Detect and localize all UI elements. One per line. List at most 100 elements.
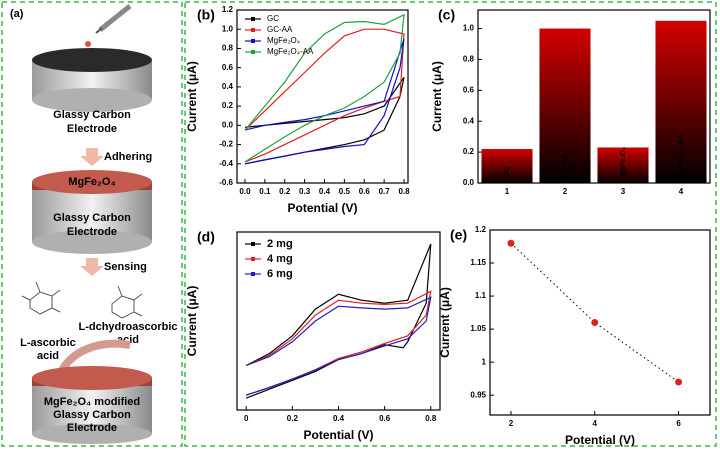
bar-label: GC	[504, 167, 511, 178]
x-axis-label: Potential (V)	[303, 428, 373, 442]
bar	[655, 20, 707, 183]
legend-marker	[251, 257, 255, 261]
x-tick-label: 0.5	[339, 187, 351, 196]
electrode-label: Electrode	[67, 123, 117, 135]
legend-label: GC-AA	[267, 25, 293, 34]
cv-curve	[245, 296, 432, 396]
x-tick-label: 4	[679, 187, 684, 196]
y-tick-label: 0.8	[222, 44, 234, 53]
electrode-label: Glassy Carbon	[53, 212, 131, 224]
bar-label: MgFe₂O₄-AA	[678, 134, 685, 177]
x-tick-label: 0.4	[319, 187, 331, 196]
point	[507, 239, 515, 247]
legend-label: MgFe₂O₄-AA	[267, 47, 314, 56]
y-tick-label: 0.4	[222, 82, 234, 91]
x-tick-label: 0.6	[359, 187, 371, 196]
step-label: Adhering	[104, 151, 152, 163]
legend-label: 2 mg	[267, 238, 293, 250]
y-tick-label: -0.2	[219, 140, 233, 149]
electrode-label: Electrode	[67, 422, 117, 434]
y-tick-label: 1.0	[222, 24, 234, 33]
y-tick-label: 0.8	[463, 55, 475, 64]
electrode-label: Glassy Carbon	[53, 409, 131, 421]
cv-curve	[244, 38, 405, 165]
bar	[539, 28, 591, 183]
electrode-label: MgFe₂O₄ modified	[44, 396, 140, 408]
y-tick-label: 1.2	[475, 225, 487, 234]
y-tick-label: 0.6	[463, 85, 475, 94]
point	[675, 378, 683, 386]
x-axis-label: Potential (V)	[565, 433, 635, 447]
electrode-2	[32, 170, 152, 254]
y-tick-label: 1.05	[470, 324, 486, 333]
legend-label: MgFe₂O₄	[267, 36, 300, 45]
x-tick-label: 4	[593, 419, 598, 428]
arrow	[80, 148, 104, 166]
x-tick-label: 0.8	[425, 414, 437, 423]
x-tick-label: 0.0	[239, 187, 251, 196]
y-tick-label: 1.2	[222, 5, 234, 14]
plot-frame	[236, 9, 409, 184]
y-axis-label: Current (μA)	[185, 61, 199, 132]
schematic: (a) Glassy Carbon Electrode Adhering MgF…	[10, 4, 178, 444]
bar-label: GC-AA	[562, 154, 569, 177]
step-label: Sensing	[104, 261, 147, 273]
legend-label: 4 mg	[267, 253, 293, 265]
cv-curve	[244, 13, 405, 163]
molecule-label: L-dchydroascorbic	[78, 321, 177, 333]
legend-marker	[251, 242, 255, 246]
arrow	[80, 258, 104, 276]
y-tick-label: 0.6	[222, 63, 234, 72]
molecule-label: L-ascorbic	[20, 337, 76, 349]
x-tick-label: 2	[509, 419, 514, 428]
pipette	[85, 4, 132, 47]
legend-marker	[251, 28, 255, 32]
x-tick-label: 0.2	[279, 187, 291, 196]
x-tick-label: 0	[244, 414, 249, 423]
plot-frame	[489, 229, 711, 416]
bar	[597, 147, 649, 183]
y-axis-label: Current (μA)	[430, 61, 444, 132]
y-tick-label: 0.0	[222, 120, 234, 129]
electrode-label: Glassy Carbon	[53, 109, 131, 121]
legend-marker	[251, 50, 255, 54]
x-tick-label: 0.4	[333, 414, 345, 423]
bar-label: MgFe₂O₄	[620, 147, 627, 177]
x-tick-label: 0.6	[379, 414, 391, 423]
y-tick-label: 1.1	[475, 291, 487, 300]
legend-marker	[251, 17, 255, 21]
panel-label: (d)	[197, 229, 215, 245]
y-tick-label: 0.2	[463, 147, 475, 156]
y-tick-label: 1.0	[463, 24, 475, 33]
y-tick-label: 0.0	[463, 178, 475, 187]
y-tick-label: -0.6	[219, 178, 233, 187]
electrode-3	[32, 366, 152, 444]
y-tick-label: 1.15	[470, 258, 486, 267]
legend-marker	[251, 272, 255, 276]
plot-frame	[477, 9, 711, 184]
x-tick-label: 0.7	[379, 187, 391, 196]
y-axis-label: Current (μA)	[438, 287, 452, 358]
cv-curve	[244, 28, 405, 163]
y-tick-label: 1	[482, 357, 487, 366]
x-axis-label: Potential (V)	[287, 201, 357, 215]
x-tick-label: 1	[505, 187, 510, 196]
x-tick-label: 2	[563, 187, 568, 196]
x-tick-label: 0.1	[259, 187, 271, 196]
x-tick-label: 6	[676, 419, 681, 428]
y-tick-label: 0.2	[222, 101, 234, 110]
point	[591, 319, 599, 326]
bar	[481, 149, 533, 183]
electrode-label: Electrode	[67, 226, 117, 238]
panel-label: (b)	[197, 7, 215, 23]
y-tick-label: -0.4	[219, 159, 233, 168]
cv-curve	[245, 243, 432, 399]
legend-label: 6 mg	[267, 268, 293, 280]
panel-label: (a)	[10, 8, 24, 20]
x-tick-label: 0.8	[398, 187, 410, 196]
trend-line	[510, 242, 679, 383]
panel-label: (e)	[450, 227, 467, 243]
y-axis-label: Current (μA)	[185, 286, 199, 357]
electrode-1	[32, 48, 152, 112]
